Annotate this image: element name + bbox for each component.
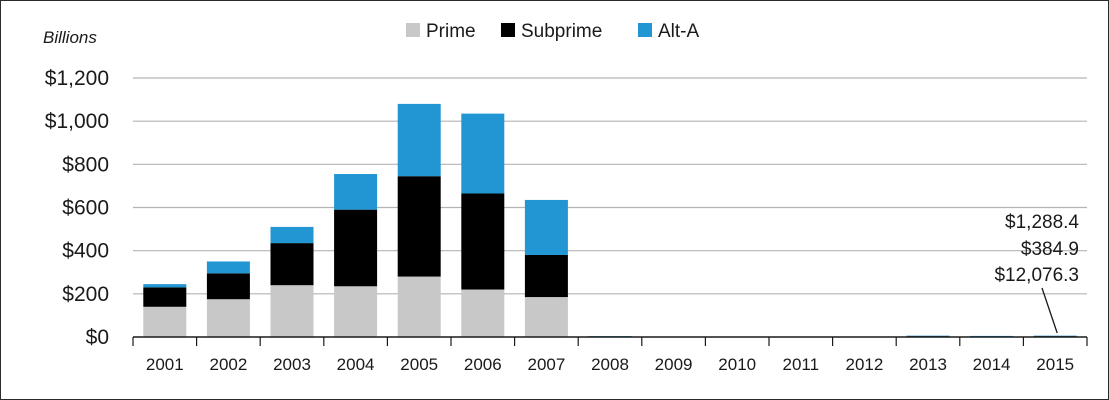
legend-label-alt-a: Alt-A <box>658 21 700 42</box>
bar-alt-a-2015 <box>1033 335 1077 337</box>
bar-alt-a-2014 <box>970 335 1014 337</box>
x-tick-label: 2012 <box>845 355 883 374</box>
bar-alt-a-2013 <box>906 335 950 337</box>
x-tick-label: 2002 <box>209 355 247 374</box>
bar-alt-a-2005 <box>397 103 441 177</box>
legend-swatch-prime <box>406 23 420 37</box>
x-tick-label: 2009 <box>655 355 693 374</box>
x-tick-label: 2015 <box>1036 355 1074 374</box>
x-tick-label: 2008 <box>591 355 629 374</box>
bar-alt-a-2004 <box>334 174 378 210</box>
annotation-value: $384.9 <box>1021 239 1079 260</box>
x-tick-label: 2005 <box>400 355 438 374</box>
y-tick-label: $200 <box>62 283 109 306</box>
annotation-2015: $1,288.4 $384.9 $12,076.3 <box>994 212 1079 334</box>
bar-prime-2003 <box>270 285 314 337</box>
x-tick-label: 2014 <box>973 355 1011 374</box>
bar-prime-2005 <box>397 276 441 337</box>
bars <box>143 103 1077 338</box>
bar-alt-a-2003 <box>270 226 314 244</box>
bar-subprime-2003 <box>270 243 314 286</box>
bar-alt-a-2002 <box>206 261 250 274</box>
bar-alt-a-2006 <box>461 113 505 194</box>
y-axis-label: Billions <box>43 28 97 47</box>
legend: Prime Subprime Alt-A <box>406 21 700 42</box>
annotation-value: $1,288.4 <box>1005 212 1079 233</box>
y-tick-label: $800 <box>62 153 109 176</box>
bar-alt-a-2007 <box>524 199 568 255</box>
bar-subprime-2004 <box>334 209 378 287</box>
y-tick-label: $600 <box>62 197 109 220</box>
x-tick-label: 2013 <box>909 355 947 374</box>
bar-prime-2001 <box>143 306 187 337</box>
bar-subprime-2007 <box>524 254 568 298</box>
x-tick-label: 2003 <box>273 355 311 374</box>
y-tick-label: $1,000 <box>45 110 109 133</box>
axes: $0 $200 $400 $600 $800 $1,000 $1,200 2001 2002 20… <box>45 67 1088 374</box>
bar-prime-2002 <box>206 299 250 337</box>
x-tick-label: 2004 <box>337 355 375 374</box>
legend-label-subprime: Subprime <box>521 21 602 42</box>
bar-subprime-2005 <box>397 176 441 277</box>
x-tick-label: 2011 <box>783 355 820 374</box>
annotation-leader-line <box>1041 287 1058 334</box>
bar-subprime-2001 <box>143 287 187 307</box>
x-tick-label: 2007 <box>527 355 565 374</box>
bar-alt-a-2001 <box>143 284 187 288</box>
x-tick-label: 2006 <box>464 355 502 374</box>
legend-swatch-subprime <box>501 23 515 37</box>
bar-subprime-2002 <box>206 273 250 300</box>
bar-prime-2006 <box>461 289 505 337</box>
bar-subprime-2006 <box>461 193 505 290</box>
annotation-value: $12,076.3 <box>994 265 1079 286</box>
y-tick-label: $0 <box>86 326 109 349</box>
x-tick-label: 2010 <box>718 355 756 374</box>
y-tick-label: $1,200 <box>45 67 109 90</box>
y-tick-label: $400 <box>62 240 109 263</box>
bar-prime-2004 <box>334 286 378 337</box>
bar-prime-2007 <box>524 297 568 337</box>
x-tick-label: 2001 <box>146 355 184 374</box>
legend-label-prime: Prime <box>426 21 476 42</box>
legend-swatch-alt-a <box>638 23 652 37</box>
